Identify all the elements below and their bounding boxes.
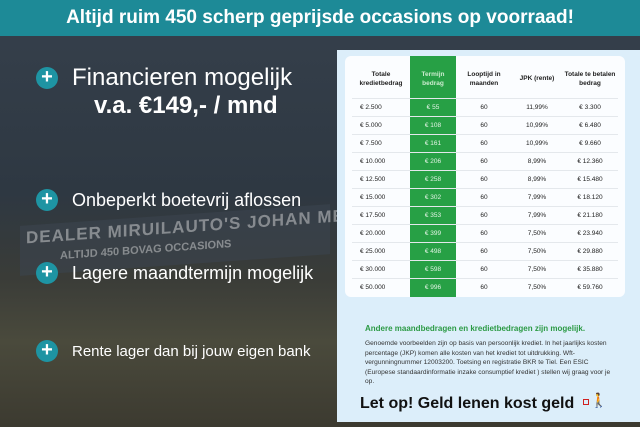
- table-cell: € 30.000: [352, 259, 410, 278]
- table-cell: 8,99%: [512, 169, 562, 188]
- disclaimer: Genoemde voorbeelden zijn op basis van p…: [365, 340, 611, 385]
- feature-repay: + Onbeperkt boetevrij aflossen: [36, 189, 301, 211]
- table-cell: € 108: [410, 115, 456, 134]
- table-cell: € 353: [410, 205, 456, 224]
- top-banner: Altijd ruim 450 scherp geprijsde occasio…: [0, 0, 640, 36]
- table-cell: € 302: [410, 187, 456, 206]
- table-row: € 2.500 € 55 60 11,99% € 3.300: [352, 97, 618, 116]
- table-cell: 7,50%: [512, 259, 562, 278]
- table-cell: € 598: [410, 259, 456, 278]
- table-cell: € 20.000: [352, 223, 410, 242]
- table-cell: € 23.940: [562, 223, 618, 242]
- table-row: € 15.000 € 302 60 7,99% € 18.120: [352, 187, 618, 206]
- feature-label: Rente lager dan bij jouw eigen bank: [72, 342, 311, 360]
- plus-icon: +: [36, 262, 58, 284]
- table-cell: € 12.500: [352, 169, 410, 188]
- table-row: € 12.500 € 258 60 8,99% € 15.480: [352, 169, 618, 188]
- table-cell: 7,99%: [512, 205, 562, 224]
- table-cell: 60: [456, 97, 512, 116]
- table-cell: 11,99%: [512, 97, 562, 116]
- col-header: Looptijd in maanden: [467, 70, 501, 87]
- table-cell: € 21.180: [562, 205, 618, 224]
- table-cell: 60: [456, 151, 512, 170]
- table-cell: € 996: [410, 277, 456, 296]
- table-row: € 20.000 € 399 60 7,50% € 23.940: [352, 223, 618, 242]
- table-cell: € 17.500: [352, 205, 410, 224]
- table-cell: 10,99%: [512, 115, 562, 134]
- col-header: Termijn bedrag: [421, 70, 445, 87]
- plus-icon: +: [36, 340, 58, 362]
- table-cell: 60: [456, 241, 512, 260]
- table-row: € 7.500 € 161 60 10,99% € 9.660: [352, 133, 618, 152]
- table-header-row: Totale kredietbedrag Termijn bedrag Loop…: [352, 60, 618, 98]
- loan-table: Totale kredietbedrag Termijn bedrag Loop…: [352, 60, 618, 296]
- table-cell: € 9.660: [562, 133, 618, 152]
- table-cell: € 15.000: [352, 187, 410, 206]
- warning-text: Let op! Geld lenen kost geld: [360, 395, 575, 412]
- feature-label: Financieren mogelijk: [72, 64, 293, 91]
- table-row: € 5.000 € 108 60 10,99% € 6.480: [352, 115, 618, 134]
- table-cell: € 18.120: [562, 187, 618, 206]
- table-row: € 10.000 € 206 60 8,99% € 12.360: [352, 151, 618, 170]
- col-header: Totale kredietbedrag: [359, 70, 403, 87]
- table-row: € 30.000 € 598 60 7,50% € 35.880: [352, 259, 618, 278]
- table-cell: 60: [456, 205, 512, 224]
- feature-financing: + Financieren mogelijk: [36, 64, 292, 92]
- table-cell: € 50.000: [352, 277, 410, 296]
- table-cell: 10,99%: [512, 133, 562, 152]
- feature-label: Onbeperkt boetevrij aflossen: [72, 189, 302, 210]
- table-cell: 60: [456, 133, 512, 152]
- table-cell: 7,50%: [512, 241, 562, 260]
- table-cell: € 5.000: [352, 115, 410, 134]
- table-cell: € 15.480: [562, 169, 618, 188]
- table-cell: € 206: [410, 151, 456, 170]
- price-text: v.a. €149,- / mnd: [94, 92, 278, 119]
- table-cell: € 59.760: [562, 277, 618, 296]
- walking-person-icon: 🚶: [583, 392, 607, 409]
- table-cell: 60: [456, 169, 512, 188]
- table-cell: € 10.000: [352, 151, 410, 170]
- table-row: € 17.500 € 353 60 7,99% € 21.180: [352, 205, 618, 224]
- feature-label: Lagere maandtermijn mogelijk: [72, 262, 314, 283]
- table-cell: € 258: [410, 169, 456, 188]
- feature-interest: + Rente lager dan bij jouw eigen bank: [36, 340, 311, 362]
- table-cell: € 35.880: [562, 259, 618, 278]
- table-cell: 60: [456, 277, 512, 296]
- table-cell: € 25.000: [352, 241, 410, 260]
- table-cell: 60: [456, 259, 512, 278]
- table-cell: 7,50%: [512, 223, 562, 242]
- feature-lower-term: + Lagere maandtermijn mogelijk: [36, 262, 313, 284]
- other-amounts-note: Andere maandbedragen en kredietbedragen …: [365, 324, 586, 333]
- table-cell: € 161: [410, 133, 456, 152]
- table-cell: € 6.480: [562, 115, 618, 134]
- col-header: JPK (rente): [519, 75, 555, 83]
- table-cell: 60: [456, 223, 512, 242]
- table-cell: € 29.880: [562, 241, 618, 260]
- table-cell: 8,99%: [512, 151, 562, 170]
- table-cell: 7,99%: [512, 187, 562, 206]
- table-cell: 60: [456, 187, 512, 206]
- table-row: € 50.000 € 996 60 7,50% € 59.760: [352, 277, 618, 296]
- plus-icon: +: [36, 189, 58, 211]
- table-cell: 7,50%: [512, 277, 562, 296]
- table-row: € 25.000 € 498 60 7,50% € 29.880: [352, 241, 618, 260]
- plus-icon: +: [36, 67, 58, 89]
- table-cell: € 12.360: [562, 151, 618, 170]
- table-cell: € 498: [410, 241, 456, 260]
- table-cell: € 7.500: [352, 133, 410, 152]
- table-cell: € 55: [410, 97, 456, 116]
- table-cell: € 399: [410, 223, 456, 242]
- col-header: Totale te betalen bedrag: [564, 70, 616, 87]
- table-cell: € 2.500: [352, 97, 410, 116]
- table-cell: € 3.300: [562, 97, 618, 116]
- table-cell: 60: [456, 115, 512, 134]
